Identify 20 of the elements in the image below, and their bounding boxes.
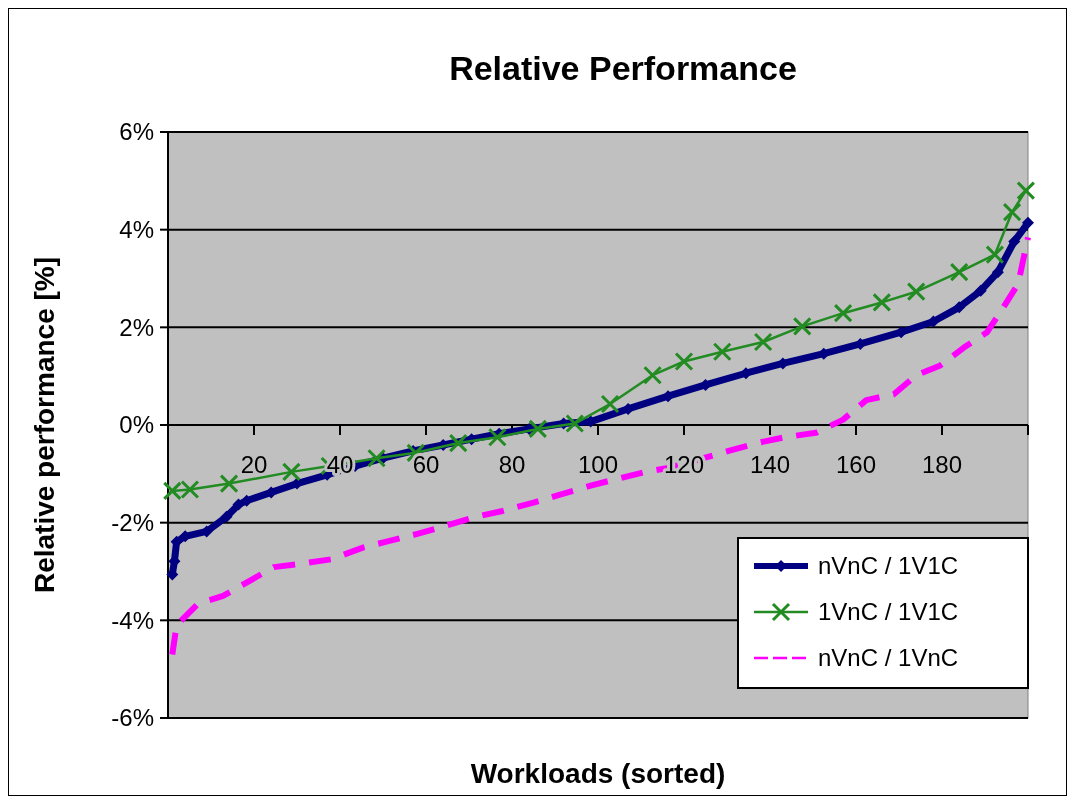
y-tick-label: 4% <box>119 216 154 244</box>
x-tick-label: 160 <box>835 451 877 478</box>
legend-label: nVnC / 1VnC <box>818 644 959 672</box>
y-tick-label: 0% <box>119 411 154 439</box>
y-tick-label: -6% <box>111 704 154 732</box>
legend-label: 1VnC / 1V1C <box>818 598 959 626</box>
y-tick-label: 2% <box>119 313 154 341</box>
x-tick-label: 100 <box>577 451 619 478</box>
x-tick-label: 140 <box>749 451 791 478</box>
x-axis-title: Workloads (sorted) <box>470 758 726 789</box>
y-axis-title: Relative performance [%] <box>29 256 60 594</box>
x-tick-label: 180 <box>921 451 963 478</box>
x-tick-label: 20 <box>240 451 268 478</box>
chart-title: Relative Performance <box>449 49 797 87</box>
y-tick-label: 6% <box>119 118 154 146</box>
x-tick-label: 60 <box>412 451 440 478</box>
legend-label: nVnC / 1V1C <box>818 552 959 580</box>
y-tick-label: -4% <box>111 606 154 634</box>
y-tick-label: -2% <box>111 509 154 537</box>
x-tick-label: 80 <box>498 451 526 478</box>
